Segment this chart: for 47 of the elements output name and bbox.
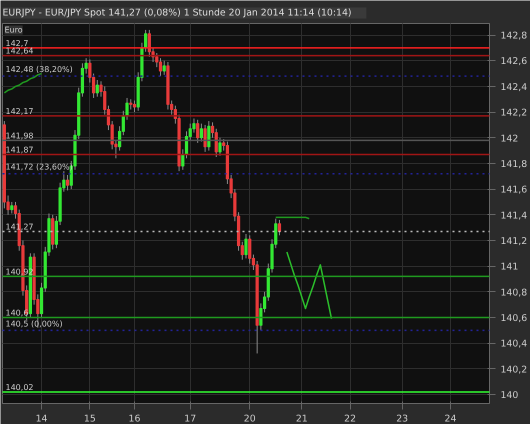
y-tick-label: 141: [500, 262, 518, 273]
y-tick-label: 140,2: [500, 364, 528, 376]
x-tick-label: 24: [444, 414, 456, 424]
y-tick-label: 142,6: [500, 56, 528, 68]
annotation: Euro: [4, 26, 23, 34]
y-tick-label: 140,4: [500, 338, 528, 350]
y-tick-label: 142,8: [500, 30, 528, 42]
x-tick-label: 21: [296, 414, 308, 424]
candlestick: [192, 118, 196, 134]
candlestick: [207, 120, 210, 152]
candlestick: [66, 174, 70, 191]
ref-line-label: 141,87: [6, 145, 34, 154]
x-tick-label: 23: [396, 414, 408, 424]
candlestick: [162, 60, 166, 76]
y-tick-label: 141,4: [500, 210, 528, 222]
y-tick-label: 142: [500, 133, 518, 144]
ref-line-label: 142,64: [6, 46, 34, 56]
ref-line-label: 142,17: [6, 106, 34, 116]
candlestick: [129, 98, 132, 110]
y-tick-label: 140: [500, 390, 518, 402]
line-series: [4, 72, 42, 94]
x-tick-label: 16: [128, 414, 140, 424]
x-tick-label: 20: [244, 414, 256, 424]
ref-line-label: 140,02: [6, 382, 34, 392]
y-tick-label: 141,2: [500, 236, 528, 247]
y-tick-label: 140,6: [500, 312, 528, 324]
x-tick-label: 15: [84, 414, 96, 424]
ref-line-label: 141,98: [6, 131, 34, 140]
chart-title: EURJPY - EUR/JPY Spot 141,27 (0,08%) 1 Stunde 20 Jan 2014 11:14 (10:14): [2, 8, 352, 18]
ref-line-label: 142,7: [6, 38, 28, 48]
y-tick-label: 141,6: [500, 184, 528, 196]
x-tick-label: 17: [184, 414, 196, 424]
line-series: [286, 251, 332, 320]
ref-line-label: 142,48 (38,20%): [6, 65, 73, 74]
candlestick: [132, 100, 136, 113]
y-tick-label: 140,8: [500, 287, 528, 298]
candlestick: [196, 119, 200, 144]
candlestick: [96, 79, 99, 98]
candlestick: [244, 234, 248, 259]
x-tick-label: 22: [344, 414, 356, 424]
candlestick: [10, 201, 14, 214]
candlestick: [200, 123, 204, 142]
y-tick-label: 142,2: [500, 108, 528, 119]
candlestick: [218, 137, 222, 156]
x-tick-label: 14: [36, 414, 48, 424]
y-tick-label: 141,8: [500, 158, 528, 170]
y-tick-label: 142,4: [500, 82, 528, 93]
